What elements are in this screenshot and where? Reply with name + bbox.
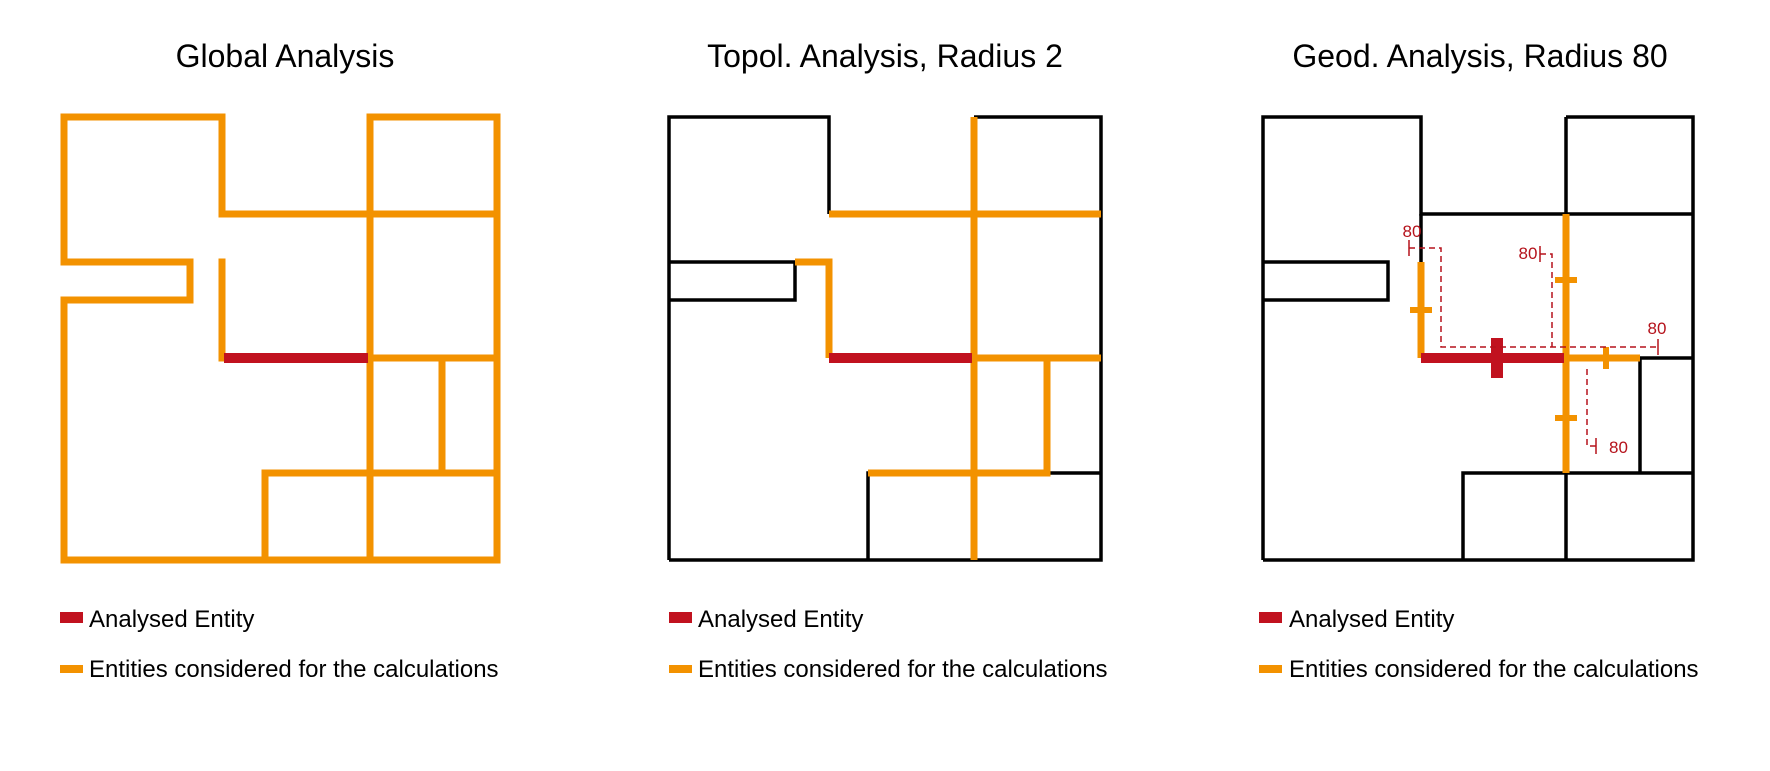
legend-swatch-analysed [60, 612, 83, 623]
legend-swatch-analysed [669, 612, 692, 623]
analysed-entity [1421, 338, 1564, 378]
panel-title: Global Analysis [176, 38, 395, 74]
dimension-label: 80 [1609, 438, 1628, 457]
legend-label-considered: Entities considered for the calculations [89, 656, 499, 683]
dimension-label: 80 [1648, 319, 1667, 338]
legend-label-analysed: Analysed Entity [1289, 606, 1454, 633]
radius-dimension-labels: 80 80 80 80 [1403, 222, 1667, 457]
panel-title: Topol. Analysis, Radius 2 [707, 38, 1063, 74]
panel-topological: Topol. Analysis, Radius 2 Analysed Entit… [667, 38, 1108, 683]
legend-swatch-analysed [1259, 612, 1282, 623]
legend-label-analysed: Analysed Entity [89, 606, 254, 633]
network-topological-considered [795, 117, 1101, 560]
legend-global: Analysed Entity Entities considered for … [60, 606, 499, 683]
radius-dimension-lines [1408, 240, 1660, 454]
legend-label-considered: Entities considered for the calculations [1289, 656, 1699, 683]
network-geodesic-walls [1261, 115, 1695, 562]
panel-global: Global Analysis Analysed Entity Entities… [60, 38, 501, 683]
geodesic-cut-ticks [1410, 277, 1609, 421]
dimension-label: 80 [1519, 244, 1538, 263]
network-topological-walls [667, 115, 1103, 562]
dimension-label: 80 [1403, 222, 1422, 241]
panel-title: Geod. Analysis, Radius 80 [1292, 38, 1667, 74]
legend-geodesic: Analysed Entity Entities considered for … [1259, 606, 1699, 683]
legend-swatch-considered [1259, 665, 1282, 673]
legend-label-analysed: Analysed Entity [698, 606, 863, 633]
network-global [60, 113, 501, 564]
legend-swatch-considered [669, 665, 692, 673]
legend-label-considered: Entities considered for the calculations [698, 656, 1108, 683]
panel-geodesic: Geod. Analysis, Radius 80 [1259, 38, 1699, 683]
legend-topological: Analysed Entity Entities considered for … [669, 606, 1108, 683]
legend-swatch-considered [60, 665, 83, 673]
